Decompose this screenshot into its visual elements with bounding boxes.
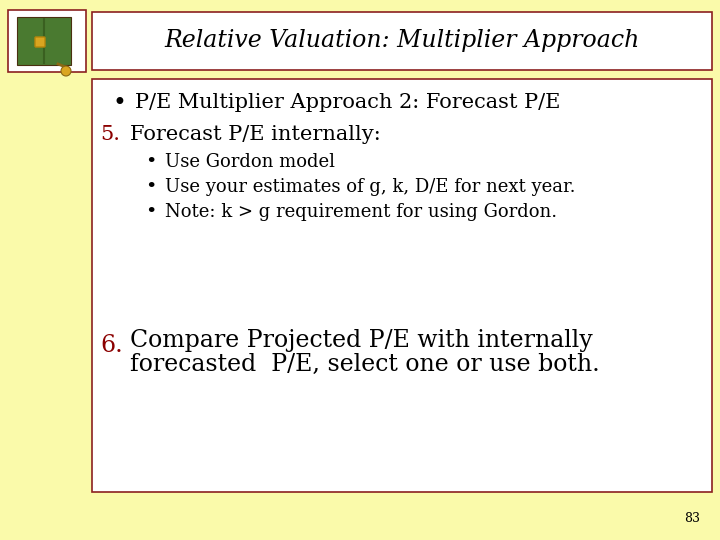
Text: Note: k > g requirement for using Gordon.: Note: k > g requirement for using Gordon…: [165, 203, 557, 221]
Text: Forecast P/E internally:: Forecast P/E internally:: [130, 125, 381, 144]
FancyBboxPatch shape: [8, 10, 86, 72]
FancyBboxPatch shape: [17, 17, 71, 65]
FancyBboxPatch shape: [35, 37, 45, 47]
Text: 83: 83: [684, 512, 700, 525]
Text: P/E Multiplier Approach 2: Forecast P/E: P/E Multiplier Approach 2: Forecast P/E: [135, 93, 560, 112]
Text: Compare Projected P/E with internally: Compare Projected P/E with internally: [130, 328, 593, 352]
Text: •: •: [145, 178, 156, 196]
Text: •: •: [112, 91, 126, 114]
Text: •: •: [145, 203, 156, 221]
Text: Use your estimates of g, k, D/E for next year.: Use your estimates of g, k, D/E for next…: [165, 178, 575, 196]
Text: Use Gordon model: Use Gordon model: [165, 153, 335, 171]
Text: 5.: 5.: [100, 125, 120, 144]
Text: Relative Valuation: Multiplier Approach: Relative Valuation: Multiplier Approach: [164, 30, 639, 52]
Text: •: •: [145, 153, 156, 171]
FancyBboxPatch shape: [92, 12, 712, 70]
Text: forecasted  P/E, select one or use both.: forecasted P/E, select one or use both.: [130, 353, 600, 375]
Text: 6.: 6.: [100, 334, 122, 356]
Circle shape: [61, 66, 71, 76]
FancyBboxPatch shape: [92, 79, 712, 492]
